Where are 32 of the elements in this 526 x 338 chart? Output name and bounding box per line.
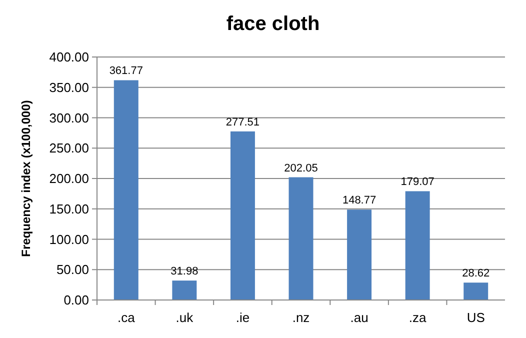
bar: [230, 131, 255, 300]
x-tick-label: US: [466, 310, 486, 325]
x-tick-label: .nz: [292, 310, 310, 325]
bar: [114, 80, 138, 300]
x-tick-label: .au: [350, 310, 368, 325]
bar: [464, 282, 488, 300]
y-tick-label: 150.00: [49, 201, 89, 216]
x-tick-label: .za: [408, 310, 428, 325]
x-tick-label: .uk: [176, 310, 194, 325]
data-label: 202.05: [284, 162, 318, 174]
data-label: 148.77: [342, 194, 376, 207]
data-label: 361.77: [109, 65, 143, 78]
bar: [405, 191, 430, 300]
y-tick-label: 300.00: [49, 110, 89, 126]
bar: [347, 210, 372, 300]
data-label: 31.98: [170, 266, 198, 278]
chart-title: face cloth: [226, 13, 320, 35]
x-tick-label: .ca: [117, 310, 136, 325]
data-label: 179.07: [400, 176, 434, 188]
bar: [172, 280, 197, 300]
x-tick-label: .ie: [236, 310, 250, 325]
bar: [288, 177, 314, 300]
y-tick-label: 50.00: [56, 262, 89, 278]
y-tick-label: 0.00: [64, 292, 89, 308]
y-tick-label: 100.00: [49, 232, 89, 247]
y-tick-label: 400.00: [49, 50, 89, 65]
data-label: 28.62: [462, 268, 490, 280]
y-tick-label: 250.00: [49, 140, 89, 156]
y-tick-label: 200.00: [49, 171, 89, 186]
y-axis-title: Frequency index (x100,000): [19, 100, 33, 257]
data-label: 277.51: [226, 116, 260, 128]
y-tick-label: 350.00: [49, 80, 89, 95]
